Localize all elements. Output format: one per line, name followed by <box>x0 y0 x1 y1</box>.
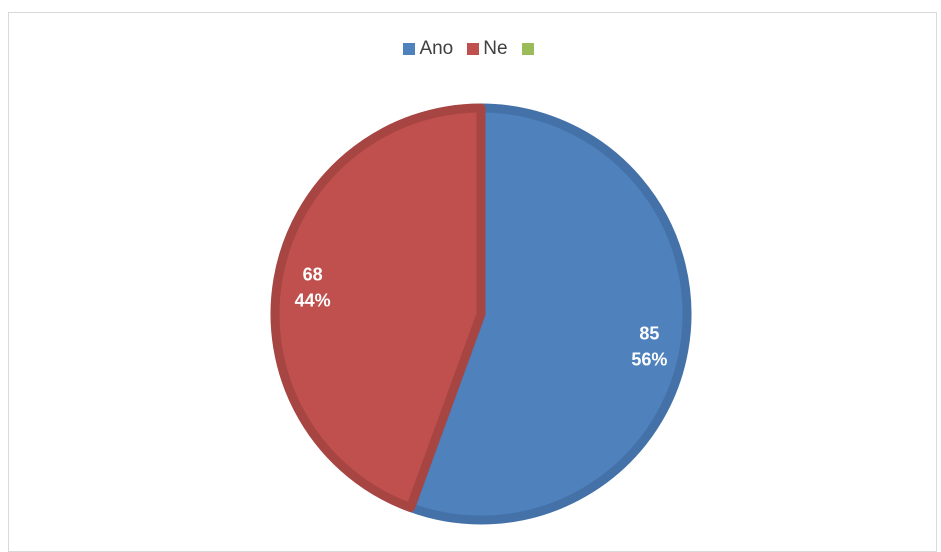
legend-item-ne: Ne <box>467 38 508 60</box>
data-label-percent-ne: 44% <box>295 290 331 310</box>
data-label-percent-ano: 56% <box>631 350 667 370</box>
pie-slices <box>270 103 692 525</box>
pie-slice-ano <box>406 103 692 525</box>
chart-legend: Ano Ne <box>0 38 941 60</box>
data-label-value-ano: 85 <box>639 324 659 344</box>
legend-swatch-empty <box>521 43 534 55</box>
pie-data-labels: 85 56% 68 44% <box>295 264 668 369</box>
data-label-value-ne: 68 <box>303 264 323 284</box>
legend-swatch-ne <box>467 43 480 55</box>
legend-item-ano: Ano <box>403 38 453 60</box>
legend-swatch-ano <box>403 43 416 55</box>
legend-label-ne: Ne <box>483 38 508 59</box>
pie-slice-ne <box>270 103 486 513</box>
legend-label-ano: Ano <box>419 38 454 59</box>
legend-item-empty <box>521 43 538 55</box>
